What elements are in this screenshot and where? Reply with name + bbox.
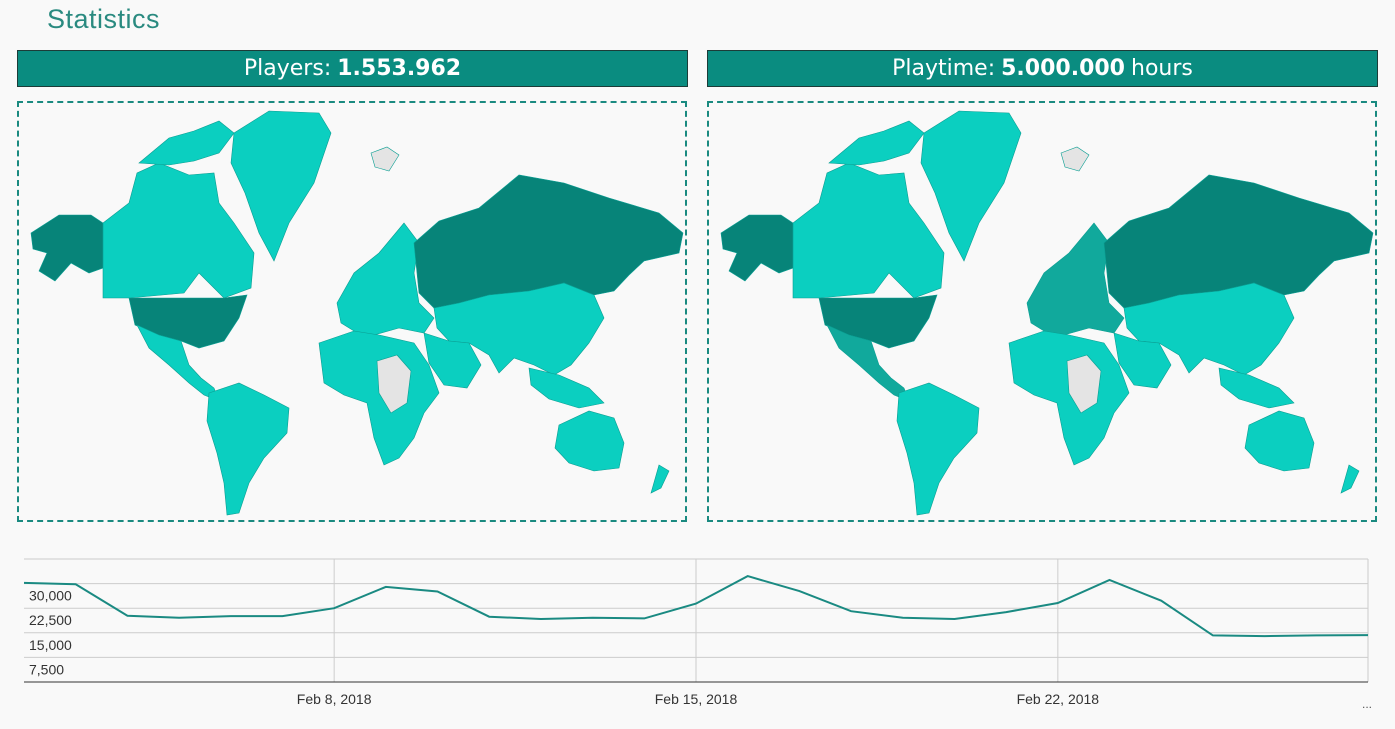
region-middle-east[interactable] (423, 332, 482, 389)
data-point[interactable] (641, 615, 647, 621)
region-greenland[interactable] (230, 110, 332, 262)
data-point[interactable] (1158, 598, 1164, 604)
data-point[interactable] (486, 614, 492, 620)
players-world-map[interactable] (17, 101, 687, 522)
region-south-america[interactable] (206, 382, 290, 516)
series-line (23, 575, 1369, 638)
x-tick-label: Feb 15, 2018 (655, 691, 738, 707)
players-label: Players: (243, 56, 332, 81)
players-map-svg (30, 110, 684, 516)
region-canada[interactable] (792, 162, 945, 299)
region-africa[interactable] (1008, 330, 1130, 466)
region-new-zealand[interactable] (1340, 464, 1360, 494)
data-point[interactable] (383, 584, 389, 590)
region-southeast-asia[interactable] (1218, 367, 1295, 409)
region-africa[interactable] (318, 330, 440, 466)
playtime-value: 5.000.000 (1001, 56, 1125, 81)
y-tick-label: 30,000 (29, 588, 72, 604)
data-point[interactable] (693, 601, 699, 607)
y-tick-label: 15,000 (29, 637, 72, 653)
region-arctic-islands[interactable] (828, 120, 925, 166)
data-point[interactable] (1210, 632, 1216, 638)
players-header: Players: 1.553.962 (17, 50, 688, 87)
data-point[interactable] (951, 616, 957, 622)
data-point[interactable] (73, 581, 79, 587)
region-middle-east[interactable] (1113, 332, 1172, 389)
data-point[interactable] (900, 615, 906, 621)
playtime-map-svg (720, 110, 1374, 516)
region-canada[interactable] (102, 162, 255, 299)
region-southeast-asia[interactable] (528, 367, 605, 409)
line-chart-svg: 30,000 22,500 15,000 7,500 Feb 8, 2018 Feb 15… (21, 558, 1371, 707)
region-svalbard[interactable] (1060, 146, 1090, 172)
region-australia[interactable] (1244, 410, 1315, 472)
region-greenland[interactable] (920, 110, 1022, 262)
page-title: Statistics (47, 4, 161, 34)
data-point[interactable] (590, 615, 596, 621)
data-point[interactable] (1365, 632, 1371, 638)
data-point[interactable] (21, 580, 27, 586)
chart-more-indicator[interactable]: ... (1362, 697, 1373, 711)
data-point[interactable] (1313, 632, 1319, 638)
data-point[interactable] (796, 588, 802, 594)
region-australia[interactable] (554, 410, 625, 472)
region-central-africa[interactable] (376, 354, 412, 414)
data-point[interactable] (228, 613, 234, 619)
region-arctic-islands[interactable] (138, 120, 235, 166)
data-point[interactable] (1055, 600, 1061, 606)
data-point[interactable] (176, 615, 182, 621)
playtime-unit: hours (1131, 56, 1193, 81)
y-tick-label: 7,500 (29, 661, 64, 677)
data-point[interactable] (1107, 577, 1113, 583)
y-tick-label: 22,500 (29, 612, 72, 628)
region-svalbard[interactable] (370, 146, 400, 172)
data-point[interactable] (331, 605, 337, 611)
data-point[interactable] (1262, 633, 1268, 639)
region-south-america[interactable] (896, 382, 980, 516)
data-point[interactable] (538, 616, 544, 622)
data-point[interactable] (279, 613, 285, 619)
playtime-header: Playtime: 5.000.000 hours (707, 50, 1378, 87)
data-point[interactable] (1003, 609, 1009, 615)
playtime-world-map[interactable] (707, 101, 1377, 522)
players-line-chart[interactable]: 30,000 22,500 15,000 7,500 Feb 8, 2018 Feb 15… (0, 545, 1395, 729)
x-tick-label: Feb 8, 2018 (297, 691, 372, 707)
x-tick-label: Feb 22, 2018 (1017, 691, 1100, 707)
data-point[interactable] (124, 613, 130, 619)
playtime-label: Playtime: (892, 56, 996, 81)
data-point[interactable] (745, 573, 751, 579)
region-alaska[interactable] (720, 214, 794, 282)
data-point[interactable] (848, 608, 854, 614)
region-central-africa[interactable] (1066, 354, 1102, 414)
region-alaska[interactable] (30, 214, 104, 282)
players-value: 1.553.962 (337, 56, 462, 81)
data-point[interactable] (435, 588, 441, 594)
region-new-zealand[interactable] (650, 464, 670, 494)
